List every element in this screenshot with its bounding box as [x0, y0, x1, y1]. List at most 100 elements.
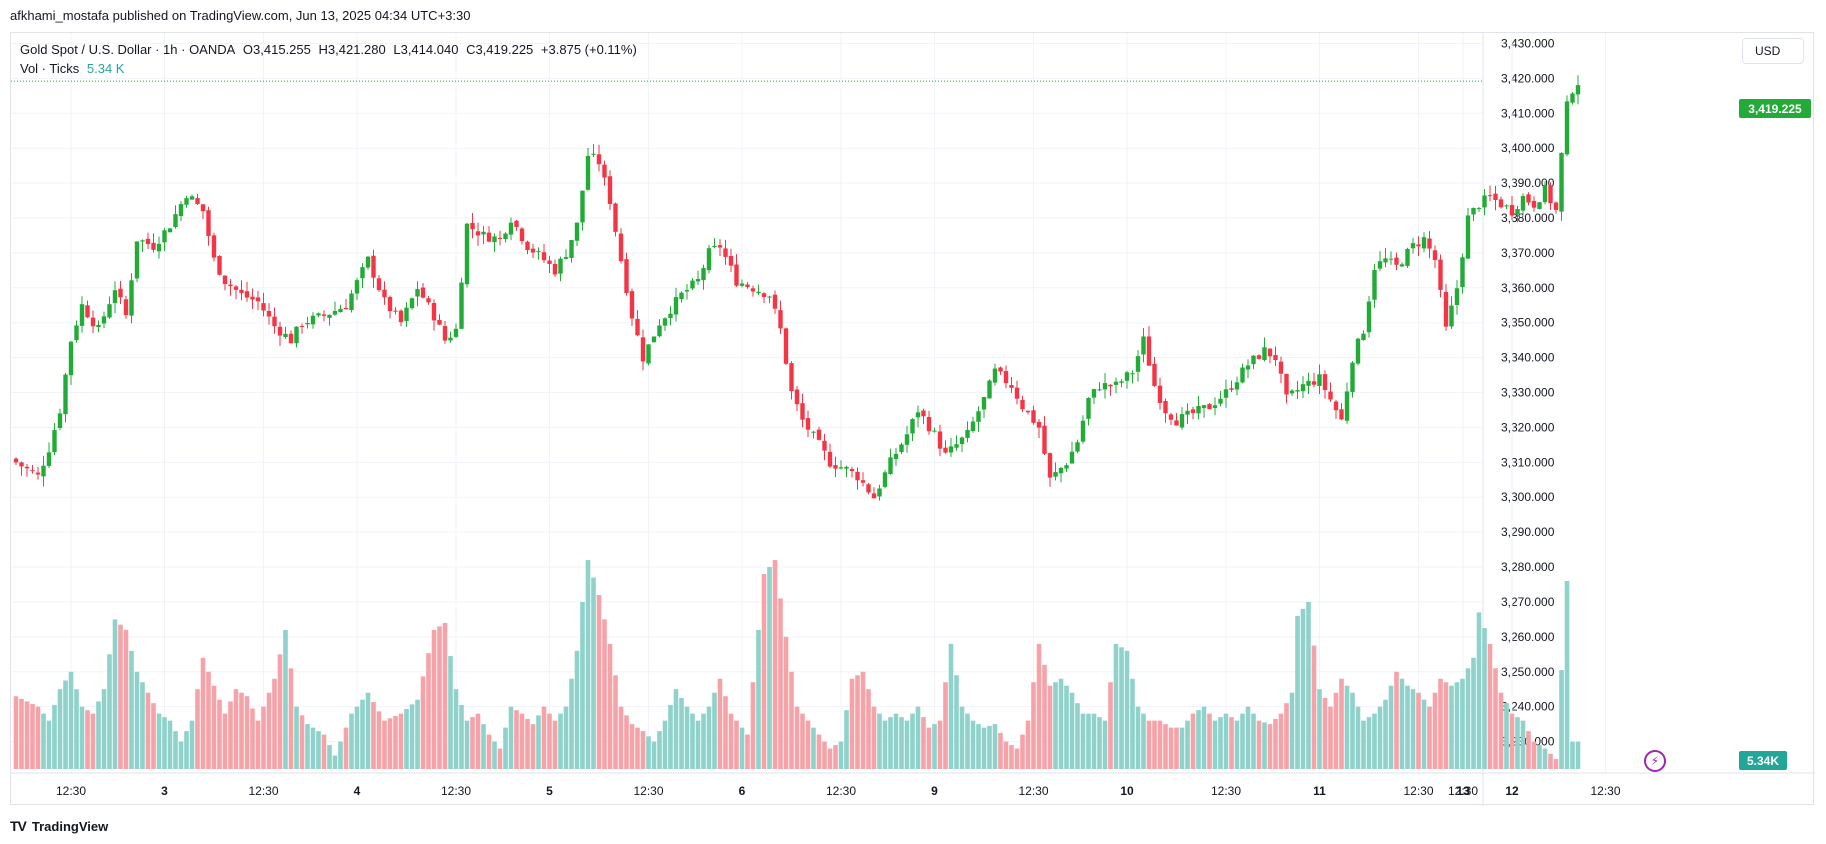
lightning-icon[interactable]: ⚡ — [1644, 750, 1666, 772]
y-tick-label: 3,330.000 — [1501, 386, 1555, 400]
candle-body — [35, 472, 41, 475]
y-tick-label: 3,250.000 — [1501, 665, 1555, 679]
volume-bar — [1080, 713, 1086, 769]
volume-bar — [976, 724, 981, 769]
volume-bar — [112, 619, 118, 769]
volume-bar — [250, 708, 255, 769]
candle-body — [1399, 264, 1405, 267]
candle-body — [789, 363, 794, 392]
candle-body — [547, 260, 552, 264]
y-tick-label: 3,240.000 — [1501, 700, 1555, 714]
candle-body — [288, 333, 294, 344]
volume-bar — [695, 720, 701, 769]
volume-bar — [398, 713, 404, 769]
x-tick-label: 12:30 — [56, 784, 86, 798]
candle-body — [1504, 205, 1509, 207]
brand[interactable]: TV TradingView — [10, 818, 108, 834]
candle-body — [327, 314, 332, 318]
candle-body — [189, 196, 195, 200]
candle-body — [1108, 384, 1113, 387]
volume-bar — [926, 727, 932, 769]
volume-bar — [1410, 689, 1416, 769]
candle-body — [701, 268, 706, 281]
candle-body — [783, 328, 789, 364]
volume-bar — [761, 574, 767, 769]
y-tick-label: 3,300.000 — [1501, 490, 1555, 504]
candle-body — [129, 280, 134, 316]
candle-body — [1152, 363, 1157, 386]
volume-bar — [1075, 703, 1080, 769]
volume-bar — [332, 755, 338, 769]
volume-bar — [624, 715, 629, 769]
volume-bar — [1487, 643, 1493, 769]
volume-bar — [1097, 717, 1102, 769]
y-tick-label: 3,280.000 — [1501, 560, 1555, 574]
volume-bar — [497, 748, 503, 769]
candle-body — [1537, 202, 1542, 209]
volume-bar — [195, 689, 200, 769]
candle-body — [822, 440, 827, 451]
candle-body — [1289, 390, 1295, 394]
candle-body — [1240, 367, 1245, 383]
candle-body — [277, 326, 283, 336]
volume-bar — [844, 710, 849, 769]
volume-bar — [145, 692, 151, 769]
candle-body — [1295, 390, 1300, 392]
volume-bar — [833, 745, 838, 769]
candle-body — [398, 310, 404, 323]
chart-plot[interactable]: 3,430.000 3,420.000 3,410.000 3,400.000 3,39… — [11, 33, 1815, 806]
volume-bar — [1240, 713, 1245, 769]
candle-body — [1520, 196, 1526, 211]
volume-bar — [525, 718, 530, 769]
candle-body — [206, 210, 211, 236]
volume-bar — [640, 731, 646, 769]
candle-body — [1548, 185, 1553, 204]
volume-bar — [574, 650, 580, 769]
volume-bar — [1020, 734, 1025, 769]
candle-body — [882, 472, 888, 487]
candle-body — [415, 289, 420, 297]
candle-body — [1020, 399, 1025, 410]
volume-bar — [1405, 685, 1410, 769]
candle-body — [63, 374, 68, 415]
candle-body — [1427, 238, 1432, 249]
volume-bar — [200, 657, 206, 769]
volume-bar — [954, 675, 959, 769]
volume-bar — [1449, 685, 1454, 769]
volume-bar — [1537, 745, 1542, 769]
volume-bar — [866, 689, 871, 769]
volume-bar — [1559, 670, 1564, 769]
candle-body — [602, 164, 607, 178]
volume-bar — [921, 717, 926, 769]
volume-bar — [464, 720, 470, 769]
volume-bar — [151, 703, 156, 769]
y-tick-label: 3,370.000 — [1501, 246, 1555, 260]
volume-bar — [101, 689, 107, 769]
chart-frame[interactable]: 3,430.000 3,420.000 3,410.000 3,400.000 3,39… — [10, 32, 1815, 806]
candle-body — [855, 471, 860, 481]
candle-body — [613, 203, 618, 232]
volume-bar — [904, 720, 910, 769]
legend-symbol[interactable]: Gold Spot / U.S. Dollar · 1h · OANDA — [20, 42, 236, 57]
volume-bar — [965, 713, 970, 769]
candle-body — [954, 444, 959, 448]
candle-body — [514, 220, 519, 228]
volume-bar — [1526, 731, 1531, 769]
volume-bar — [239, 692, 244, 769]
volume-bar — [1399, 678, 1405, 769]
volume-bar — [1086, 713, 1091, 769]
volume-bar — [1388, 685, 1394, 769]
x-tick-label: 12 — [1505, 784, 1519, 798]
volume-bar — [420, 676, 426, 769]
candle-body — [1388, 258, 1394, 260]
legend-vol-label[interactable]: Vol · Ticks — [20, 61, 80, 76]
candle-body — [1531, 200, 1537, 208]
currency-selector[interactable]: USD — [1742, 38, 1804, 64]
candle-body — [1245, 365, 1251, 370]
candle-body — [525, 241, 530, 250]
volume-bar — [800, 713, 805, 769]
candle-body — [57, 413, 63, 428]
x-tick-label: 12:30 — [248, 784, 278, 798]
candle-body — [41, 465, 46, 477]
volume-bar — [514, 710, 519, 769]
